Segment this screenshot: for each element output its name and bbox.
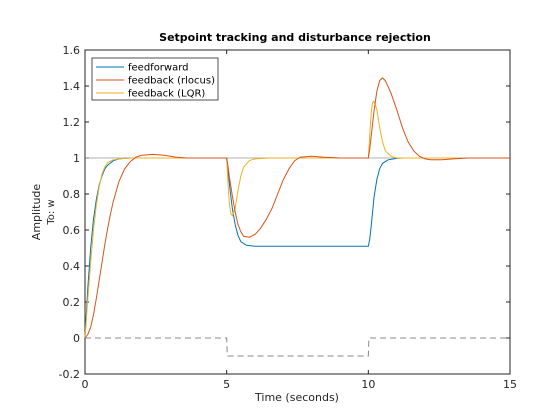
x-tick-label: 10: [361, 378, 375, 391]
legend-entry: feedback (LQR): [128, 89, 205, 100]
y-tick-label: 0.6: [63, 224, 81, 237]
y-tick-label: 0.8: [63, 188, 81, 201]
axes-box: [84, 49, 511, 375]
plot-area: 0 5 10 15-0.200.20.40.60.811.21.41.6: [59, 44, 517, 391]
y-tick-label: 0.4: [63, 260, 81, 273]
series-line-disturbance: [85, 337, 510, 357]
x-axis-label: Time (seconds): [254, 391, 339, 404]
x-tick-label: 15: [503, 378, 517, 391]
y-tick-label: 0: [73, 332, 80, 345]
x-tick-label: 0: [82, 378, 89, 391]
io-label: To: w: [46, 199, 57, 225]
series-layer: [84, 77, 510, 357]
axis-ticks: 0 5 10 15-0.200.20.40.60.811.21.41.6: [59, 44, 517, 391]
y-axis-label: Amplitude: [30, 184, 43, 241]
y-tick-label: 1: [73, 152, 80, 165]
y-tick-label: 1.6: [63, 44, 81, 57]
y-tick-label: 1.4: [63, 80, 81, 93]
series-line-feedback-lqr: [84, 100, 510, 339]
series-line-feedback-rlocus: [84, 77, 510, 339]
legend-entry: feedback (rlocus): [128, 76, 215, 87]
y-tick-label: 0.2: [63, 296, 81, 309]
y-tick-label: 1.2: [63, 116, 81, 129]
y-tick-label: -0.2: [59, 368, 80, 381]
legend-entry: feedforward: [128, 63, 189, 74]
chart-title: Setpoint tracking and disturbance reject…: [159, 31, 431, 44]
legend: feedforward feedback (rlocus) feedback (LQ…: [91, 57, 219, 101]
x-tick-label: 5: [223, 378, 230, 391]
